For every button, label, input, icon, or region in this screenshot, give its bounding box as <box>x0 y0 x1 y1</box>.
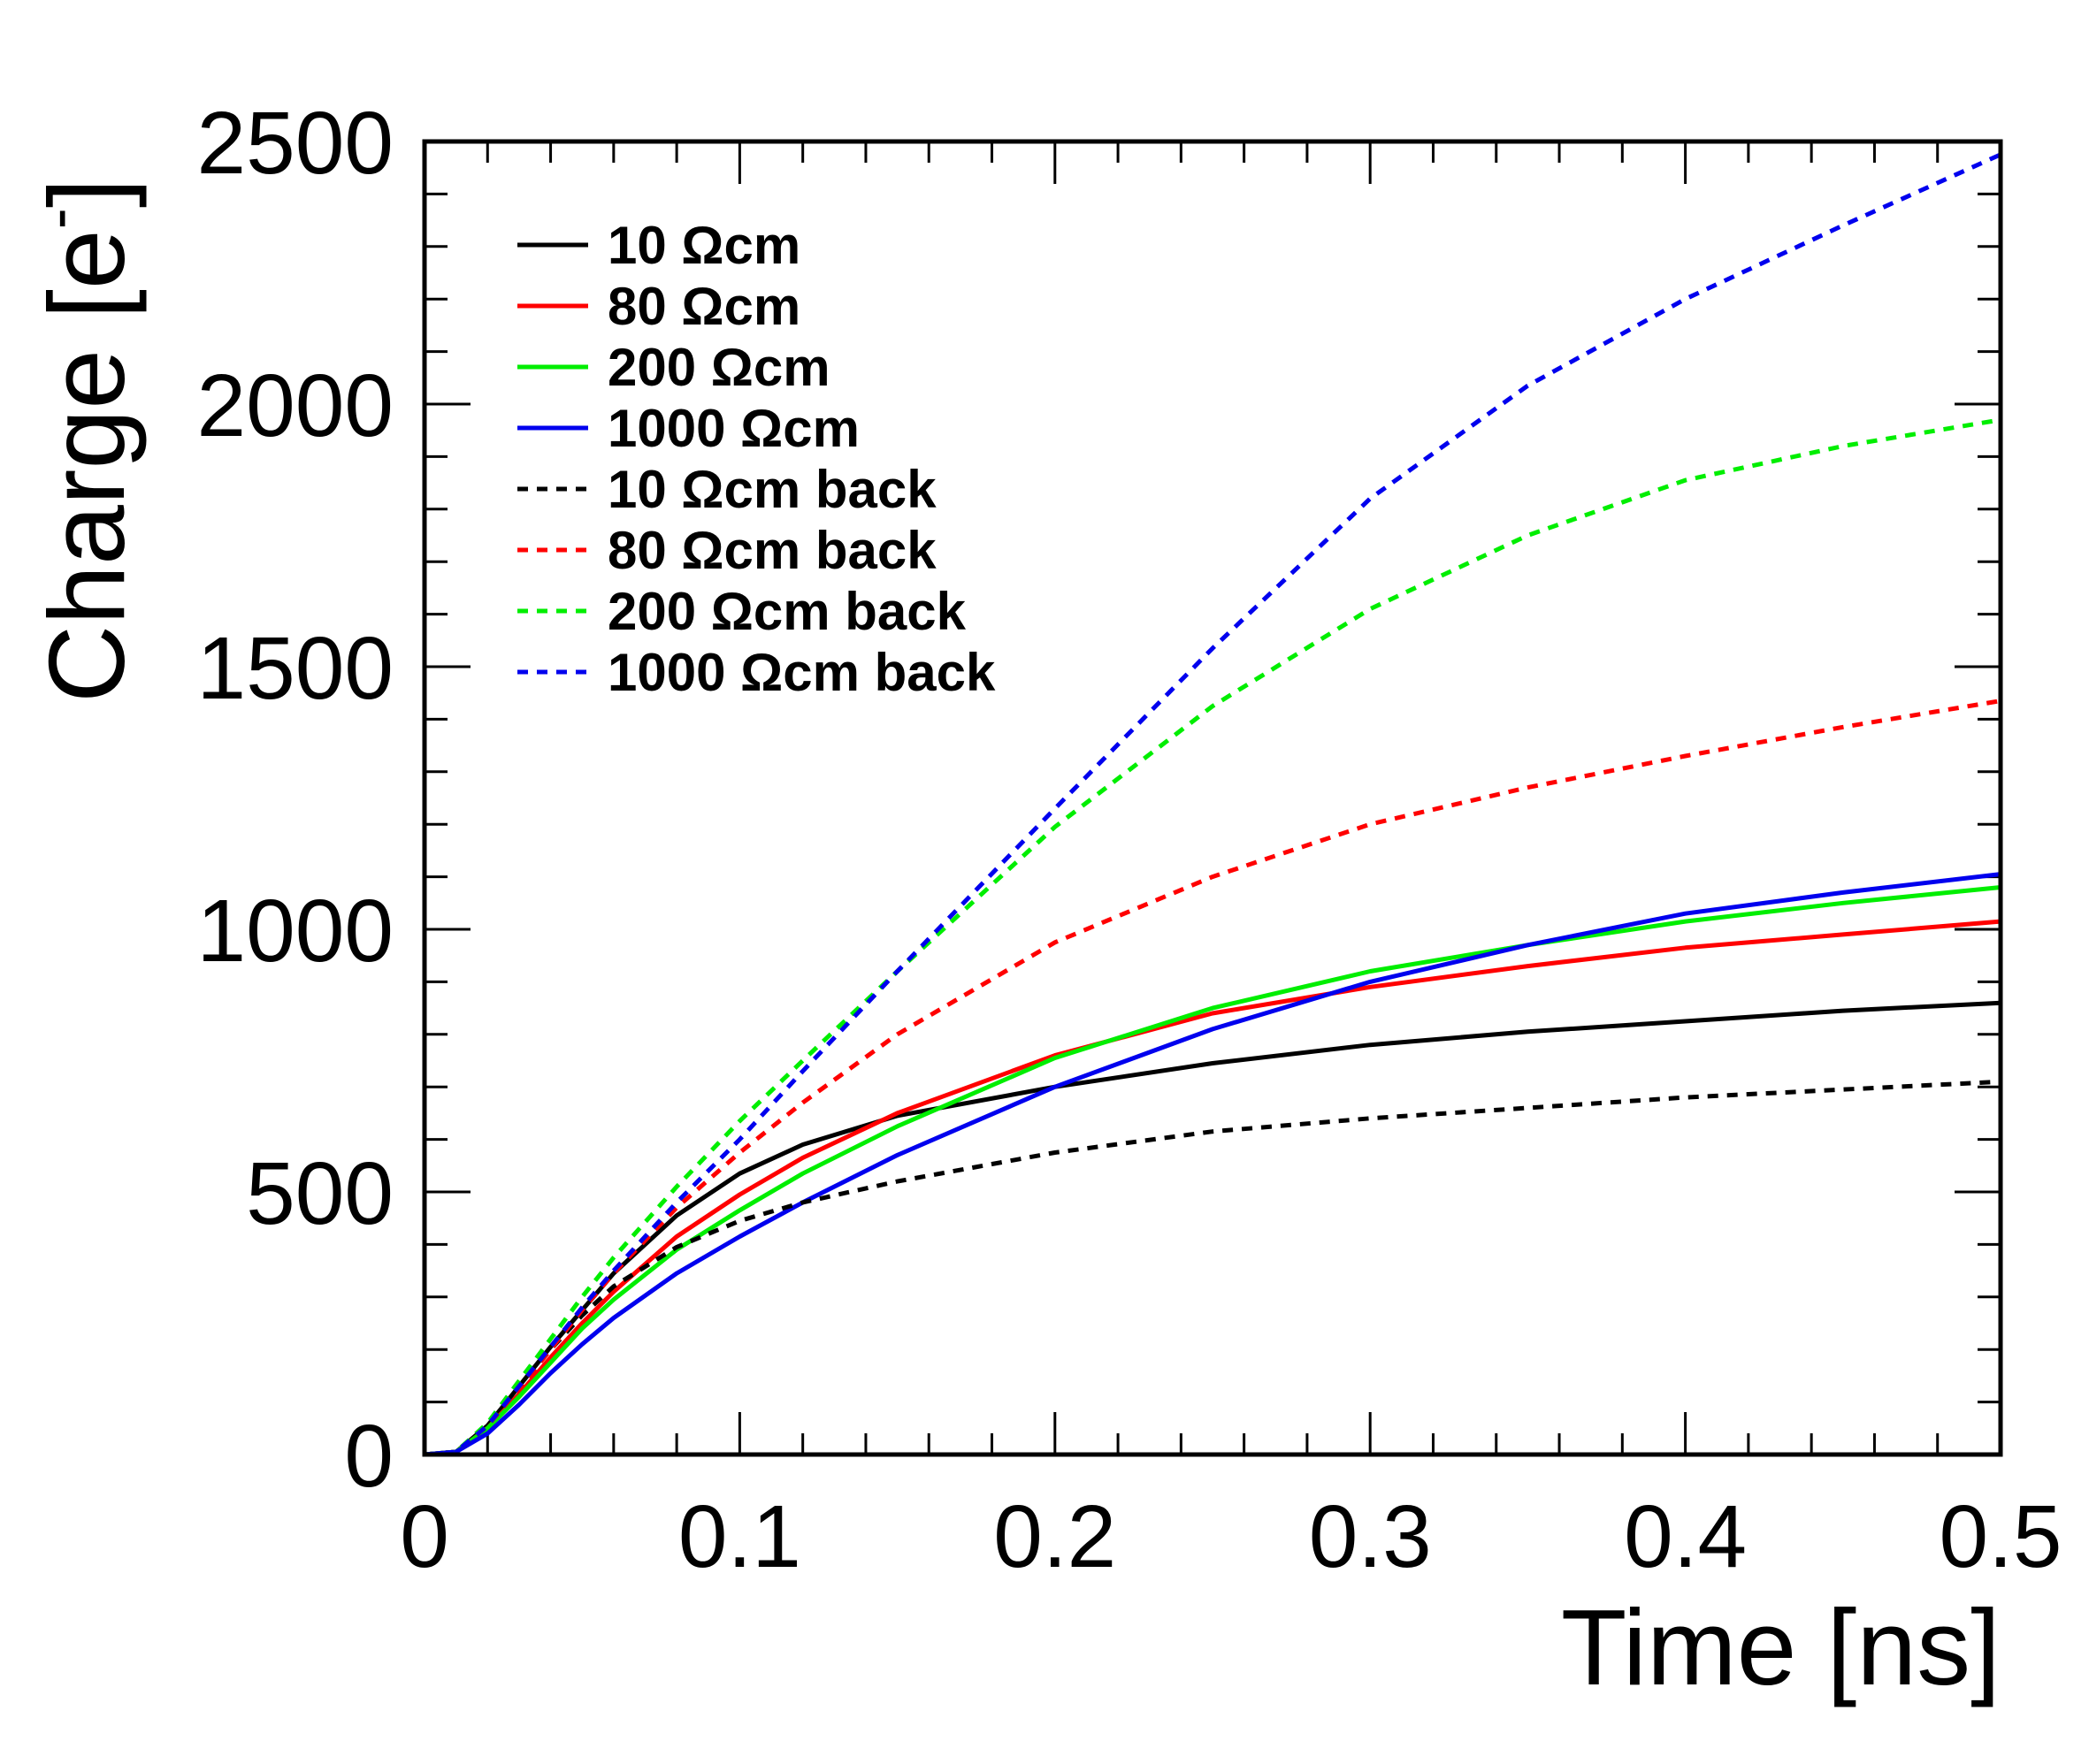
y-tick-label: 1000 <box>197 882 394 981</box>
tick-labels: 0 0.1 0.2 0.3 0.4 0.5 0 500 1000 1500 2000 2500 <box>197 94 2062 1586</box>
x-tick-label: 0.5 <box>1939 1487 2062 1586</box>
series-lines <box>424 152 2002 1457</box>
series-line <box>424 1079 2001 1457</box>
legend-label: 10 Ωcm <box>608 216 800 275</box>
series-line <box>424 699 2001 1457</box>
series-line <box>424 872 2001 1457</box>
series-line <box>424 417 2001 1457</box>
series-line <box>424 152 2002 1457</box>
y-axis-title: Charge [e-] <box>23 178 147 703</box>
y-tick-label: 500 <box>246 1144 394 1243</box>
legend-label: 1000 Ωcm <box>608 399 860 458</box>
y-axis-title-close: ] <box>27 178 147 208</box>
x-axis-title: Time [ns] <box>1561 1587 2001 1707</box>
plot-frame <box>422 139 2003 1457</box>
y-axis-title-main: Charge [e <box>27 229 147 703</box>
y-tick-label: 1500 <box>197 619 394 718</box>
y-tick-label: 2000 <box>197 356 394 455</box>
legend-label: 200 Ωcm <box>608 338 830 397</box>
legend-label: 80 Ωcm <box>608 277 800 336</box>
x-tick-label: 0 <box>400 1487 449 1586</box>
x-tick-label: 0.1 <box>678 1487 801 1586</box>
legend-label: 200 Ωcm back <box>608 582 967 641</box>
x-tick-label: 0.3 <box>1309 1487 1432 1586</box>
y-axis-title-superscript: - <box>23 208 94 229</box>
legend-label: 1000 Ωcm back <box>608 643 996 702</box>
y-tick-label: 2500 <box>197 94 394 193</box>
legend-label: 10 Ωcm back <box>608 460 937 519</box>
x-tick-label: 0.2 <box>993 1487 1116 1586</box>
axis-ticks <box>423 140 2002 1456</box>
series-line <box>424 1000 2001 1457</box>
x-tick-label: 0.4 <box>1624 1487 1747 1586</box>
y-tick-label: 0 <box>344 1407 394 1506</box>
legend-label: 80 Ωcm back <box>608 521 937 580</box>
